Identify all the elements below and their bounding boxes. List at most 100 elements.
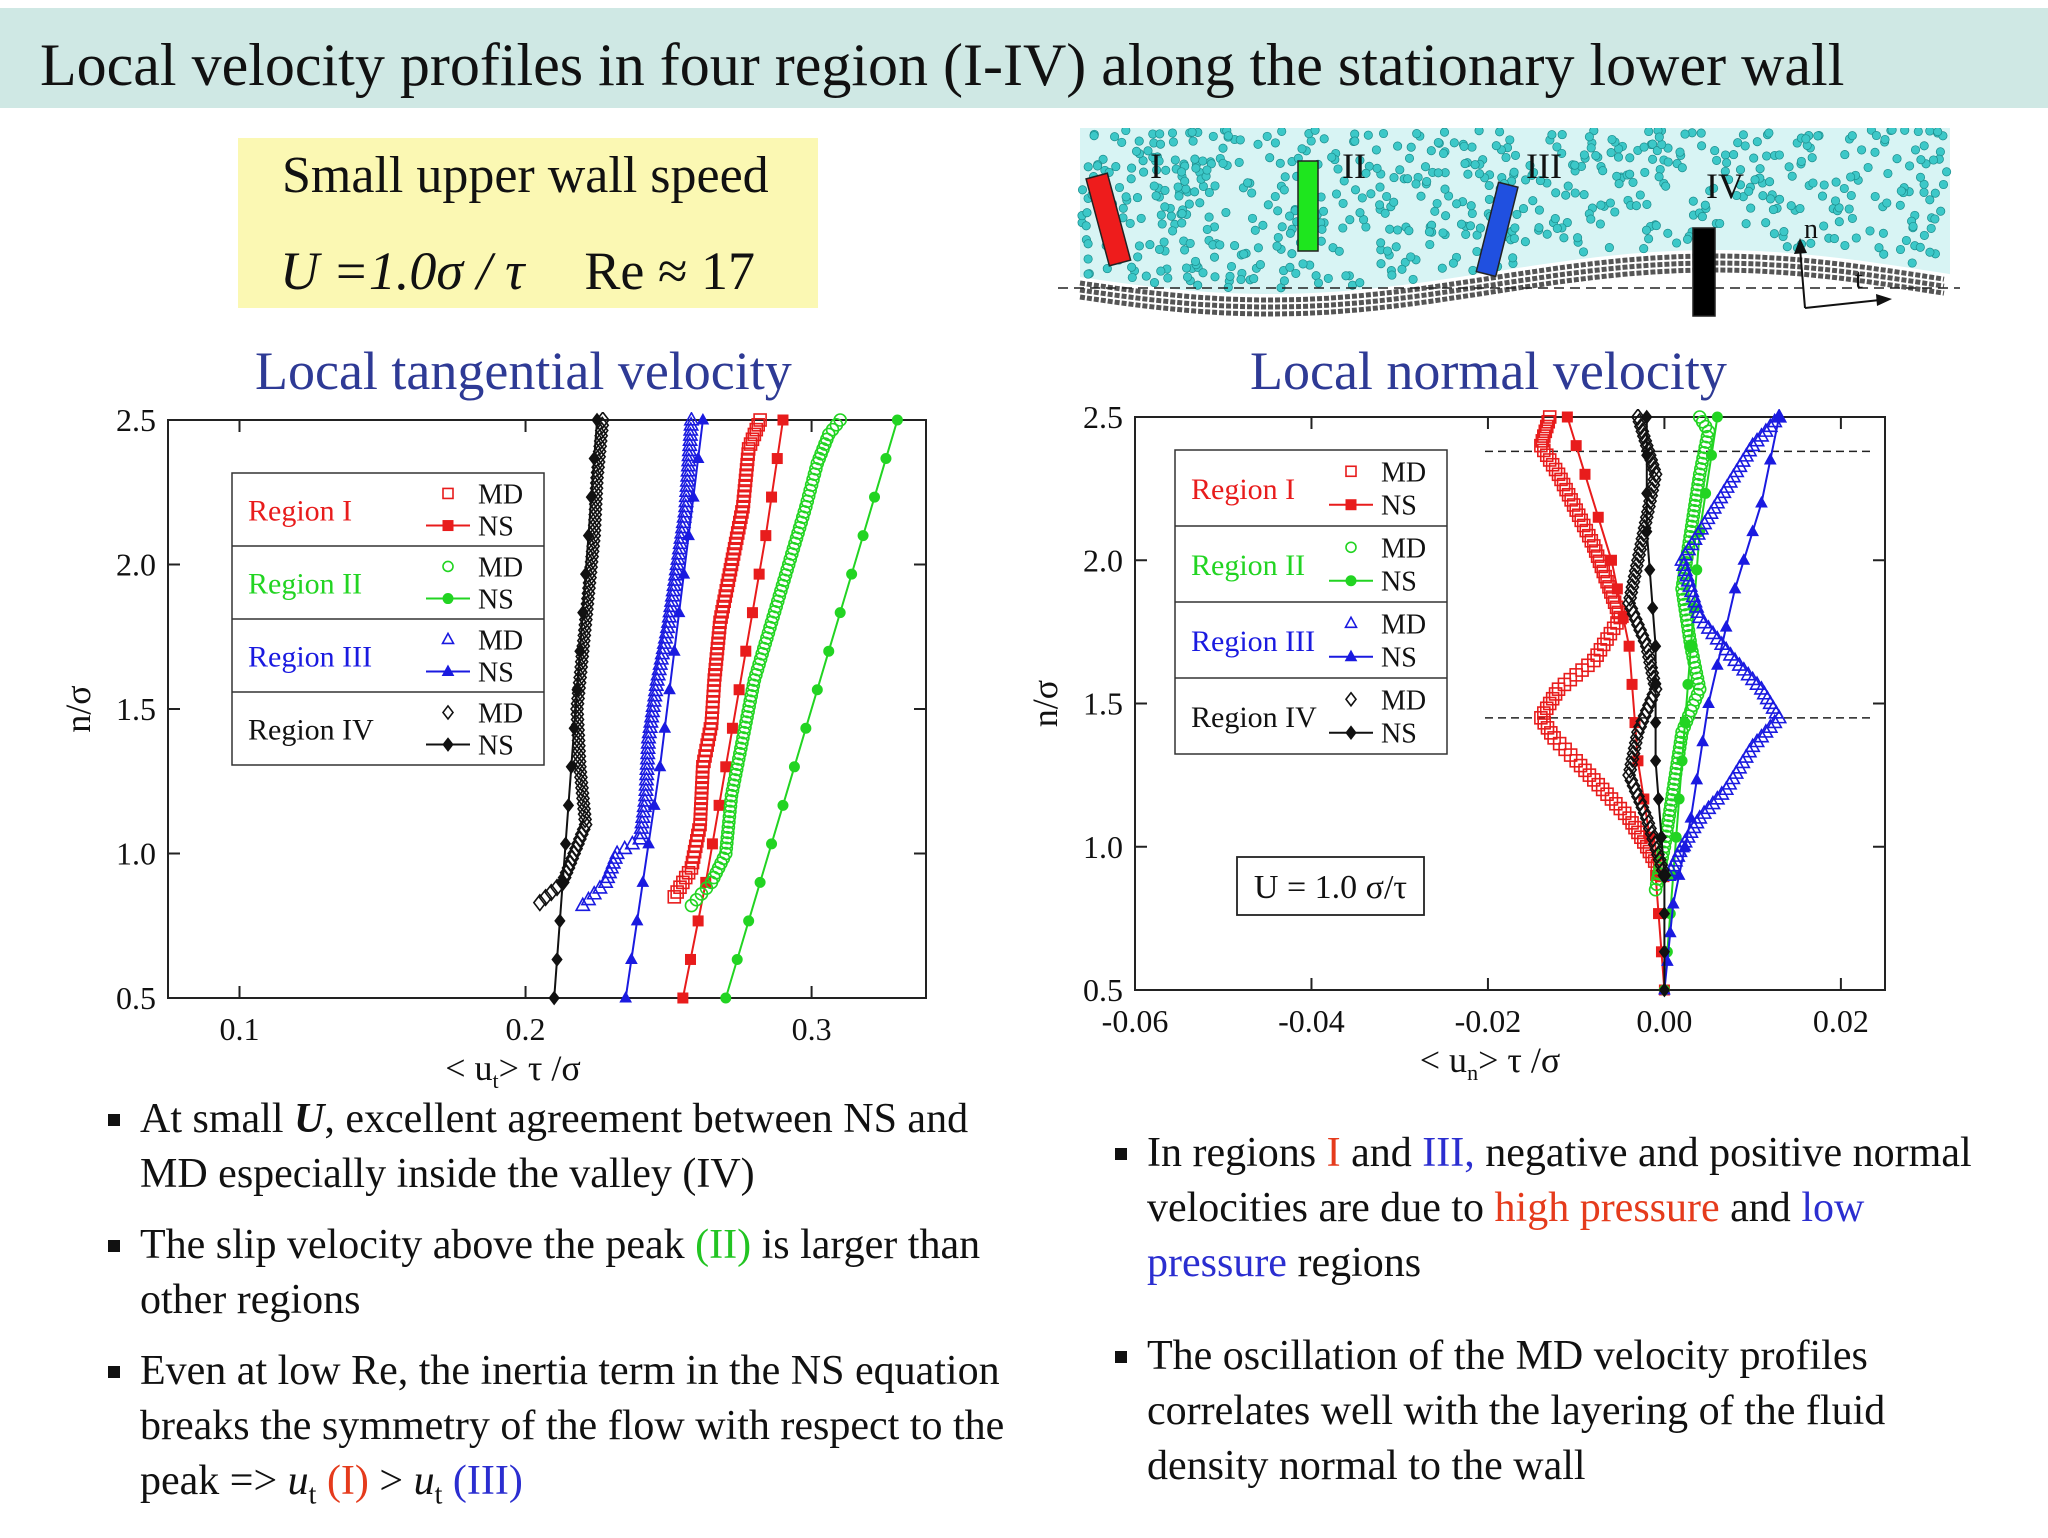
- legend-md-marker: [1344, 691, 1358, 708]
- bullet-text-segment: [442, 1458, 453, 1504]
- md-point: [1594, 559, 1609, 574]
- md-point: [1578, 763, 1592, 778]
- md-point: [681, 446, 698, 462]
- fluid-particle: [1765, 194, 1776, 204]
- fluid-particle: [1110, 132, 1120, 142]
- ns-point: [1655, 829, 1668, 845]
- bullet-text-segment: t: [434, 1479, 443, 1511]
- fluid-particle: [1159, 237, 1169, 247]
- fluid-particle: [1750, 175, 1760, 185]
- fluid-particle: [1277, 222, 1287, 232]
- y-tick-label: 1.5: [1083, 686, 1123, 722]
- fluid-particle: [1913, 128, 1923, 137]
- md-point: [1683, 530, 1697, 544]
- md-point: [1548, 687, 1563, 701]
- fluid-particle: [1834, 217, 1844, 227]
- fluid-particle: [1509, 167, 1519, 177]
- legend-ns-marker: [1345, 725, 1357, 741]
- ns-point: [1672, 868, 1686, 880]
- md-point: [1604, 792, 1619, 806]
- legend-ns-label: NS: [1381, 491, 1417, 522]
- legend-ns-label: NS: [1381, 567, 1417, 598]
- md-point: [1757, 422, 1774, 437]
- ns-point: [1641, 409, 1653, 425]
- ns-point: [642, 836, 655, 849]
- left-bullet-list: At small U, excellent agreement between …: [108, 1092, 1008, 1538]
- fluid-particle: [1255, 260, 1265, 270]
- left-bullet-1: At small U, excellent agreement between …: [108, 1092, 1008, 1202]
- bullet-text-segment: high pressure: [1494, 1185, 1720, 1231]
- fluid-particle: [1125, 218, 1135, 228]
- ns-point: [667, 644, 681, 656]
- region-label: I: [1150, 146, 1162, 186]
- fluid-particle: [1461, 229, 1471, 239]
- fluid-particle: [1236, 274, 1246, 285]
- bullet-text-segment: t: [308, 1479, 317, 1511]
- ns-point: [559, 836, 572, 852]
- fluid-particle: [1127, 272, 1137, 283]
- legend-ns-label: NS: [478, 512, 514, 543]
- md-point: [724, 794, 738, 808]
- fluid-particle: [1375, 200, 1385, 210]
- axis-n-line: [1799, 247, 1806, 309]
- md-point: [724, 788, 739, 803]
- md-point: [1538, 424, 1553, 439]
- ns-point: [823, 645, 835, 657]
- ns-point: [1641, 486, 1653, 501]
- ns-point: [591, 412, 603, 428]
- md-point: [678, 487, 695, 503]
- ns-line: [724, 419, 899, 999]
- fluid-particle: [1121, 192, 1131, 202]
- fluid-particle: [1272, 241, 1282, 251]
- md-point: [1574, 513, 1589, 528]
- x-tick-label: 0.2: [506, 1011, 546, 1047]
- legend-ns-label: NS: [478, 731, 514, 762]
- fluid-particle: [1180, 245, 1190, 255]
- md-point: [739, 715, 753, 729]
- fluid-particle: [1761, 218, 1771, 228]
- md-point: [1591, 777, 1606, 792]
- fluid-particle: [1338, 198, 1348, 208]
- legend-region-label: Region IV: [1191, 701, 1317, 734]
- fluid-particle: [1844, 204, 1854, 214]
- fluid-particle: [1907, 258, 1917, 268]
- region-bar-1: [1085, 172, 1132, 267]
- fluid-particle: [1430, 206, 1440, 216]
- right-bullet-1: In regions I and III, negative and posit…: [1115, 1126, 1995, 1291]
- md-point: [746, 678, 761, 693]
- ns-point: [1711, 658, 1724, 670]
- fluid-particle: [1819, 180, 1829, 190]
- fluid-particle: [1919, 230, 1929, 240]
- fluid-particle: [1118, 203, 1128, 213]
- fluid-particle: [1420, 162, 1431, 172]
- ns-point: [1561, 411, 1573, 423]
- fluid-particle: [1510, 223, 1520, 233]
- md-point: [735, 736, 749, 750]
- legend-region-label: Region II: [1191, 549, 1305, 582]
- md-point: [1744, 737, 1761, 753]
- fluid-particle: [1700, 200, 1710, 210]
- parameter-box: Small upper wall speed U =1.0σ / τ Re ≈ 1…: [238, 138, 818, 308]
- ns-point: [677, 567, 691, 579]
- fluid-particle: [1749, 153, 1759, 163]
- legend-md-marker: [442, 487, 454, 500]
- md-point: [738, 720, 752, 735]
- fluid-particle: [1448, 258, 1458, 268]
- y-tick-label: 2.0: [116, 547, 156, 583]
- ns-point: [1763, 452, 1777, 465]
- fluid-particle: [1167, 128, 1178, 138]
- fluid-particle: [1769, 229, 1779, 239]
- y-tick-label: 0.5: [116, 980, 156, 1016]
- axis-n-label: n: [1804, 214, 1818, 245]
- fluid-particle: [1426, 146, 1436, 156]
- wall-atom-layer: [1079, 267, 1945, 317]
- legend-region-label: Region IV: [248, 714, 374, 747]
- ns-point: [568, 720, 580, 736]
- md-point: [1622, 811, 1636, 825]
- md-point: [1700, 799, 1717, 815]
- ns-point: [1705, 449, 1717, 461]
- ns-point: [1702, 696, 1715, 708]
- fluid-particle: [1501, 152, 1511, 163]
- fluid-particle: [1505, 135, 1515, 145]
- ns-point: [733, 684, 745, 696]
